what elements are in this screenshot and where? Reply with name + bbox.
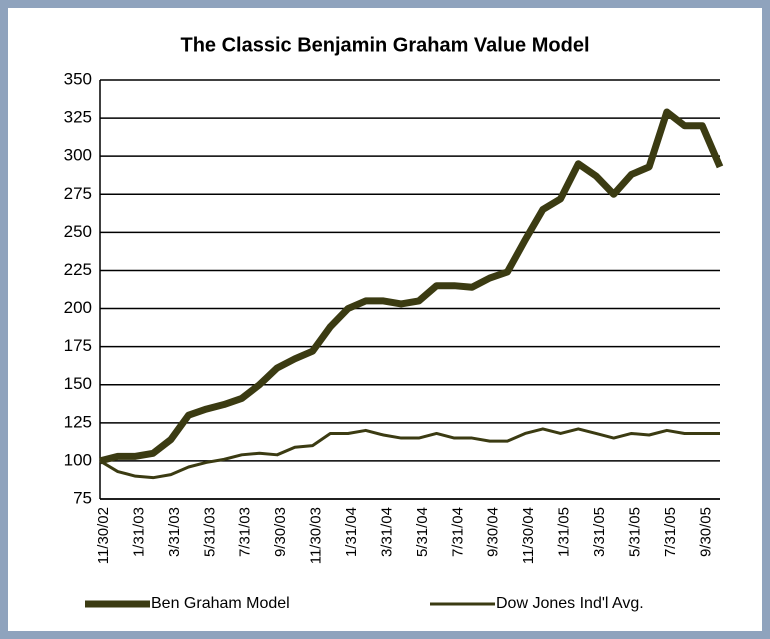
x-tick-label: 9/30/05 <box>697 507 714 557</box>
x-tick-label: 3/31/04 <box>378 507 395 557</box>
y-tick-label: 300 <box>64 146 92 165</box>
y-tick-label: 250 <box>64 222 92 241</box>
x-tick-label: 11/30/03 <box>308 507 325 564</box>
y-tick-label: 100 <box>64 450 92 469</box>
legend-label: Ben Graham Model <box>151 595 290 612</box>
x-tick-label: 7/31/03 <box>237 507 254 557</box>
y-tick-label: 325 <box>64 108 92 127</box>
x-tick-label: 7/31/05 <box>662 507 679 557</box>
x-tick-label: 7/31/04 <box>449 507 466 557</box>
chart-title: The Classic Benjamin Graham Value Model <box>180 34 589 56</box>
x-tick-label: 9/30/04 <box>485 507 502 557</box>
x-tick-label: 1/31/04 <box>343 507 360 557</box>
x-tick-label: 5/31/04 <box>414 507 431 557</box>
y-tick-label: 150 <box>64 374 92 393</box>
x-tick-label: 9/30/03 <box>272 507 289 557</box>
x-tick-label: 1/31/03 <box>130 507 147 557</box>
x-tick-label: 3/31/05 <box>591 507 608 557</box>
x-tick-label: 11/30/04 <box>520 507 537 564</box>
y-tick-label: 125 <box>64 412 92 431</box>
y-tick-label: 75 <box>73 488 92 507</box>
series-line <box>99 427 720 480</box>
legend-label: Dow Jones Ind'l Avg. <box>496 595 644 612</box>
y-tick-label: 350 <box>64 69 92 88</box>
y-tick-label: 275 <box>64 184 92 203</box>
x-tick-label: 3/31/03 <box>166 507 183 557</box>
y-tick-label: 200 <box>64 298 92 317</box>
y-tick-label: 175 <box>64 336 92 355</box>
series-line <box>99 108 724 465</box>
x-tick-label: 5/31/03 <box>201 507 218 557</box>
x-tick-label: 1/31/05 <box>556 507 573 557</box>
y-tick-label: 225 <box>64 260 92 279</box>
x-tick-label: 5/31/05 <box>626 507 643 557</box>
x-tick-label: 11/30/02 <box>95 507 112 564</box>
